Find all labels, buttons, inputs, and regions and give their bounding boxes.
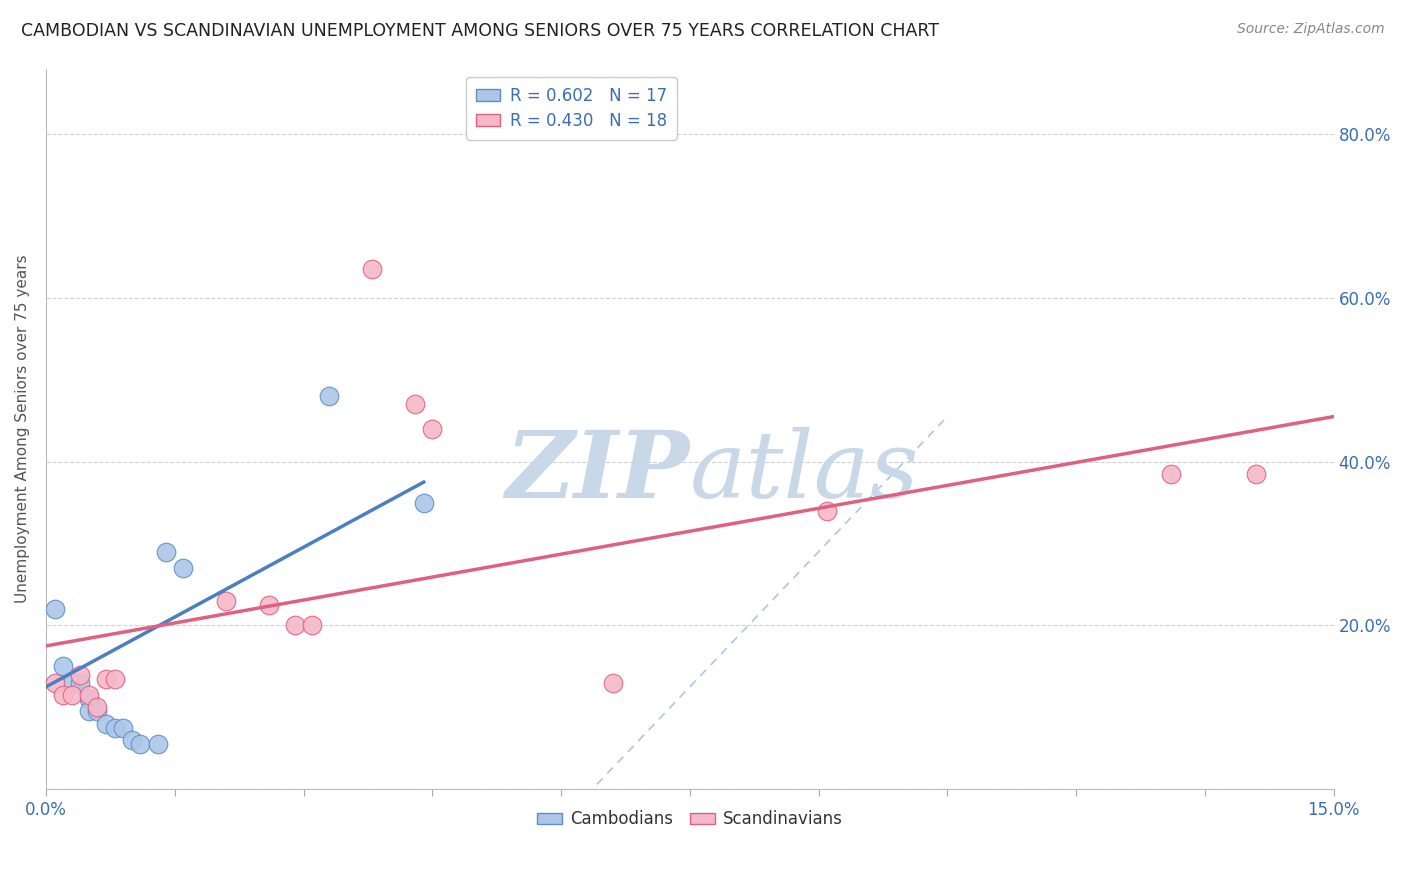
Point	[69, 667, 91, 681]
Point	[121, 733, 143, 747]
Point	[284, 618, 307, 632]
Point	[1246, 467, 1268, 481]
Point	[60, 688, 83, 702]
Point	[257, 598, 280, 612]
Point	[361, 262, 384, 277]
Point	[301, 618, 323, 632]
Point	[104, 672, 127, 686]
Point	[52, 688, 75, 702]
Point	[77, 692, 100, 706]
Point	[44, 602, 66, 616]
Text: CAMBODIAN VS SCANDINAVIAN UNEMPLOYMENT AMONG SENIORS OVER 75 YEARS CORRELATION C: CAMBODIAN VS SCANDINAVIAN UNEMPLOYMENT A…	[21, 22, 939, 40]
Point	[420, 422, 443, 436]
Point	[77, 705, 100, 719]
Point	[404, 397, 426, 411]
Point	[1160, 467, 1182, 481]
Point	[215, 594, 238, 608]
Y-axis label: Unemployment Among Seniors over 75 years: Unemployment Among Seniors over 75 years	[15, 254, 30, 603]
Point	[77, 688, 100, 702]
Point	[146, 737, 169, 751]
Point	[44, 675, 66, 690]
Point	[318, 389, 340, 403]
Point	[60, 675, 83, 690]
Text: Source: ZipAtlas.com: Source: ZipAtlas.com	[1237, 22, 1385, 37]
Point	[104, 721, 127, 735]
Point	[412, 495, 434, 509]
Point	[94, 716, 117, 731]
Point	[86, 700, 108, 714]
Point	[86, 705, 108, 719]
Point	[172, 561, 194, 575]
Point	[602, 675, 624, 690]
Point	[69, 675, 91, 690]
Legend: Cambodians, Scandinavians: Cambodians, Scandinavians	[530, 804, 849, 835]
Point	[129, 737, 152, 751]
Point	[94, 672, 117, 686]
Text: ZIP: ZIP	[506, 427, 690, 517]
Point	[155, 545, 177, 559]
Point	[112, 721, 135, 735]
Text: atlas: atlas	[690, 427, 920, 517]
Point	[52, 659, 75, 673]
Point	[815, 504, 838, 518]
